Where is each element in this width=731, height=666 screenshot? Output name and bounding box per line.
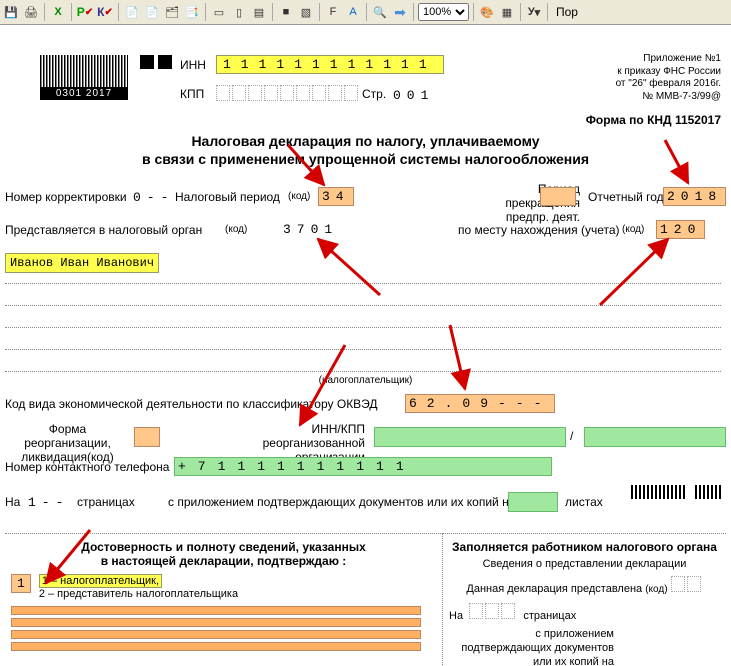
p-button[interactable]: Р✔ bbox=[76, 3, 94, 21]
tool-icon[interactable]: ■ bbox=[277, 3, 295, 21]
font-icon[interactable]: F bbox=[324, 3, 342, 21]
taxpayer-small-label: (налогоплательщик) bbox=[0, 375, 731, 386]
k-button[interactable]: К✔ bbox=[96, 3, 114, 21]
bottom-left-header: Достоверность и полноту сведений, указан… bbox=[11, 540, 436, 568]
tool-icon[interactable]: ▭ bbox=[210, 3, 228, 21]
signature-lines[interactable] bbox=[11, 606, 421, 651]
u-button[interactable]: У▾ bbox=[525, 3, 543, 21]
dotted-line bbox=[5, 327, 721, 328]
correction-field[interactable]: 0-- bbox=[130, 189, 177, 206]
layers-icon[interactable]: ▦ bbox=[498, 3, 516, 21]
inn-label: ИНН bbox=[180, 58, 206, 72]
print-bar-icon bbox=[631, 485, 721, 499]
palette-icon[interactable]: 🎨 bbox=[478, 3, 496, 21]
bottom-section: Достоверность и полноту сведений, указан… bbox=[5, 533, 726, 665]
correction-label: Номер корректировки bbox=[5, 190, 127, 204]
form-title-2: в связи с применением упрощенной системы… bbox=[0, 151, 731, 167]
zoom-select[interactable]: 100% bbox=[418, 3, 469, 21]
attach-suffix: листах bbox=[565, 495, 603, 509]
reorg-form-field[interactable] bbox=[134, 427, 160, 447]
barcode: 0301 2017 bbox=[40, 55, 128, 100]
print-icon[interactable]: 🖨 bbox=[22, 3, 40, 21]
pages-suffix: страницах bbox=[77, 495, 135, 509]
br-line3: На страницах bbox=[449, 603, 720, 622]
kpp-field[interactable] bbox=[216, 85, 360, 104]
barcode-text: 0301 2017 bbox=[40, 87, 128, 100]
attach-field[interactable] bbox=[508, 492, 558, 512]
okved-field[interactable]: 62.09--- bbox=[405, 394, 555, 413]
font-icon[interactable]: A bbox=[344, 3, 362, 21]
termination-field[interactable] bbox=[540, 187, 576, 206]
bottom-right: Заполняется работником налогового органа… bbox=[443, 533, 726, 665]
tool-icon[interactable]: ▧ bbox=[297, 3, 315, 21]
place-label: по месту нахождения (учета) bbox=[458, 223, 620, 237]
confirm-code-field[interactable]: 1 bbox=[11, 574, 31, 593]
tax-period-label: Налоговый период bbox=[175, 190, 280, 204]
tool-icon[interactable]: ▤ bbox=[250, 3, 268, 21]
bottom-right-header: Заполняется работником налогового органа bbox=[449, 540, 720, 554]
slash: / bbox=[570, 429, 573, 443]
bottom-left: Достоверность и полноту сведений, указан… bbox=[5, 533, 443, 665]
form-knd: Форма по КНД 1152017 bbox=[586, 113, 721, 127]
phone-field[interactable]: +71111111111 bbox=[174, 457, 552, 476]
align-mark bbox=[158, 55, 172, 69]
excel-icon[interactable]: X bbox=[49, 3, 67, 21]
presented-label: Представляется в налоговый орган bbox=[5, 223, 202, 237]
tool-icon[interactable]: ▯ bbox=[230, 3, 248, 21]
toolbar: 💾 🖨 X Р✔ К✔ 📄 📄 🗂 📑 ▭ ▯ ▤ ■ ▧ F A 🔍 ➡ 10… bbox=[0, 0, 731, 25]
page-label: Стр. bbox=[362, 87, 386, 101]
page-number: 001 bbox=[390, 87, 437, 104]
taxpayer-name-field[interactable]: Иванов Иван Иванович bbox=[5, 253, 159, 273]
right-label: Пор bbox=[556, 5, 578, 19]
tool-icon[interactable]: 📄 bbox=[143, 3, 161, 21]
header-appendix: Приложение №1 к приказу ФНС России от "2… bbox=[616, 53, 721, 103]
year-label: Отчетный год bbox=[588, 190, 664, 204]
dotted-line bbox=[5, 349, 721, 350]
year-field[interactable]: 2018 bbox=[663, 187, 726, 206]
arrow-right-icon[interactable]: ➡ bbox=[391, 3, 409, 21]
dotted-line bbox=[5, 283, 721, 284]
okved-label: Код вида экономической деятельности по к… bbox=[5, 397, 378, 411]
tool-icon[interactable]: 📑 bbox=[183, 3, 201, 21]
attach-label: с приложением подтверждающих документов … bbox=[168, 495, 515, 509]
kod-label: (код) bbox=[288, 191, 310, 202]
br-line2: Данная декларация представлена (код) bbox=[449, 576, 720, 595]
form-title-1: Налоговая декларация по налогу, уплачива… bbox=[0, 133, 731, 149]
dotted-line bbox=[5, 371, 721, 372]
reorg-inn-field[interactable] bbox=[374, 427, 566, 447]
dotted-line bbox=[5, 305, 721, 306]
br-line1: Сведения о представлении декларации bbox=[449, 558, 720, 570]
pages-prefix: На bbox=[5, 495, 20, 509]
place-field[interactable]: 120 bbox=[656, 220, 705, 239]
br-line4: с приложением подтверждающих документов … bbox=[449, 628, 614, 665]
confirm-option-1: 1 – налогоплательщик, bbox=[39, 574, 162, 588]
presented-field[interactable]: 3701 bbox=[280, 221, 341, 238]
kpp-label: КПП bbox=[180, 87, 204, 101]
pages-field[interactable]: 1-- bbox=[25, 494, 72, 511]
tool-icon[interactable]: 📄 bbox=[123, 3, 141, 21]
kod-label: (код) bbox=[622, 224, 644, 235]
save-icon[interactable]: 💾 bbox=[2, 3, 20, 21]
reorg-form-label: Форма реорганизации,ликвидация(код) bbox=[5, 423, 130, 464]
search-icon[interactable]: 🔍 bbox=[371, 3, 389, 21]
tool-icon[interactable]: 🗂 bbox=[163, 3, 181, 21]
reorg-kpp-field[interactable] bbox=[584, 427, 726, 447]
align-mark bbox=[140, 55, 154, 69]
kod-label: (код) bbox=[225, 224, 247, 235]
confirm-option-2: 2 – представитель налогоплательщика bbox=[39, 588, 238, 600]
form-page: 0301 2017 Приложение №1 к приказу ФНС Ро… bbox=[0, 25, 731, 665]
tax-period-field[interactable]: 34 bbox=[318, 187, 354, 206]
phone-label: Номер контактного телефона bbox=[5, 460, 169, 474]
inn-field[interactable]: 111111111111 bbox=[216, 55, 444, 74]
